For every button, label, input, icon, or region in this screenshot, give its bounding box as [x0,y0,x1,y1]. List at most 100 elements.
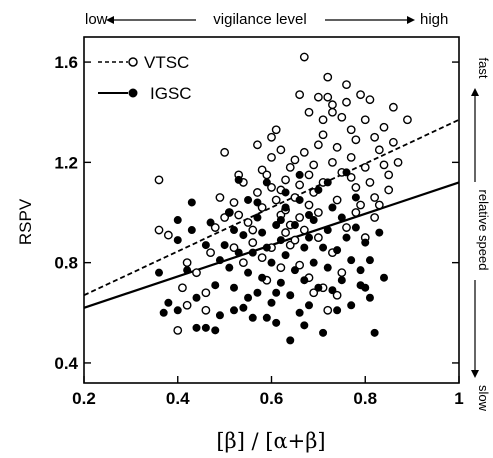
vtsc-data-point [201,288,211,298]
igsc-data-point [173,236,182,245]
igsc-data-point [304,233,313,242]
vtsc-data-point [346,125,356,135]
vtsc-data-point [229,243,239,253]
igsc-data-point [244,195,253,204]
legend-igsc-label: IGSC [150,84,192,103]
vtsc-data-point [332,290,342,300]
vtsc-data-point [215,193,225,202]
vtsc-data-point [318,130,328,140]
vtsc-data-point [313,208,323,217]
vtsc-data-point [267,132,276,142]
vtsc-data-point [332,195,342,205]
igsc-data-point [347,256,356,265]
y-axis-label: RSPV [16,198,35,245]
igsc-data-point [220,241,229,250]
top-annotation-right: high [420,11,448,28]
vtsc-data-point [309,288,319,298]
y-tick-label: 0.4 [54,354,78,373]
top-annotation-left: low [85,11,108,28]
x-tick-label: 0.6 [260,389,284,408]
igsc-data-point [309,258,318,267]
data-points [154,52,412,345]
vtsc-data-point [154,225,164,235]
vtsc-data-point [295,180,305,190]
vtsc-data-point [271,125,281,135]
vtsc-data-point [342,80,351,90]
vtsc-data-point [337,268,347,278]
vtsc-data-point [346,152,356,162]
vtsc-data-point [295,90,305,100]
igsc-data-point [276,236,285,245]
igsc-data-point [187,226,196,235]
vtsc-data-point [234,210,244,220]
vtsc-data-point [267,183,276,192]
igsc-data-point [361,238,370,247]
vtsc-data-point [248,225,258,235]
igsc-data-point [365,293,374,302]
vtsc-data-point [342,97,351,107]
igsc-data-point [337,276,346,285]
vtsc-data-point [318,115,328,125]
igsc-data-point [215,311,224,320]
igsc-data-point [234,175,243,184]
vtsc-data-point [173,325,183,335]
vtsc-data-point [351,135,361,145]
vtsc-data-point [403,115,412,125]
top-annotation-center: vigilance level [213,11,306,28]
x-tick-label: 0.2 [72,389,96,408]
vtsc-data-point [290,235,300,245]
vtsc-data-point [313,92,323,102]
vtsc-data-point [257,203,267,212]
vtsc-data-point [248,238,258,247]
right-arrow-down-head [471,370,479,378]
vtsc-data-point [299,52,309,62]
igsc-data-point [239,303,248,312]
igsc-data-point [248,248,257,257]
igsc-data-point [183,266,192,275]
igsc-data-point [300,321,309,330]
igsc-data-point [281,203,290,212]
igsc-data-point [248,313,257,322]
igsc-data-point [314,283,323,292]
igsc-data-point [225,263,234,272]
vtsc-data-point [388,137,398,147]
igsc-data-point [173,306,182,315]
igsc-data-point [239,231,248,240]
vtsc-data-point [323,72,333,82]
igsc-data-point [258,273,267,282]
vtsc-data-point [374,145,384,155]
igsc-data-point [314,185,323,194]
vtsc-data-point [351,183,361,192]
igsc-data-point [262,178,271,187]
vtsc-data-point [356,90,365,100]
igsc-data-point [333,246,342,255]
igsc-data-point [375,228,384,237]
igsc-data-point [342,233,351,242]
y-tick-label: 0.8 [54,254,78,273]
igsc-data-point [276,278,285,287]
igsc-data-point [290,266,299,275]
vtsc-data-point [388,102,398,112]
right-annotation: fast relative speed slow [471,58,491,412]
vtsc-data-point [281,228,290,237]
igsc-data-point [347,301,356,310]
top-annotation: low vigilance level high [85,11,448,28]
igsc-data-point [323,178,332,187]
vtsc-data-point [182,258,192,268]
vtsc-data-point [332,142,342,152]
vtsc-data-point [271,195,281,205]
x-tick-label: 1 [454,389,463,408]
igsc-data-point [290,221,299,230]
vtsc-data-point [374,200,384,210]
legend-vtsc-marker [128,57,138,67]
igsc-data-point [295,195,304,204]
igsc-data-point [262,313,271,322]
igsc-data-point [267,298,276,307]
igsc-data-point [192,323,201,332]
igsc-data-point [215,256,224,265]
igsc-data-point [211,281,220,290]
igsc-data-point [281,188,290,197]
igsc-data-point [225,208,234,217]
vtsc-data-point [276,263,286,273]
